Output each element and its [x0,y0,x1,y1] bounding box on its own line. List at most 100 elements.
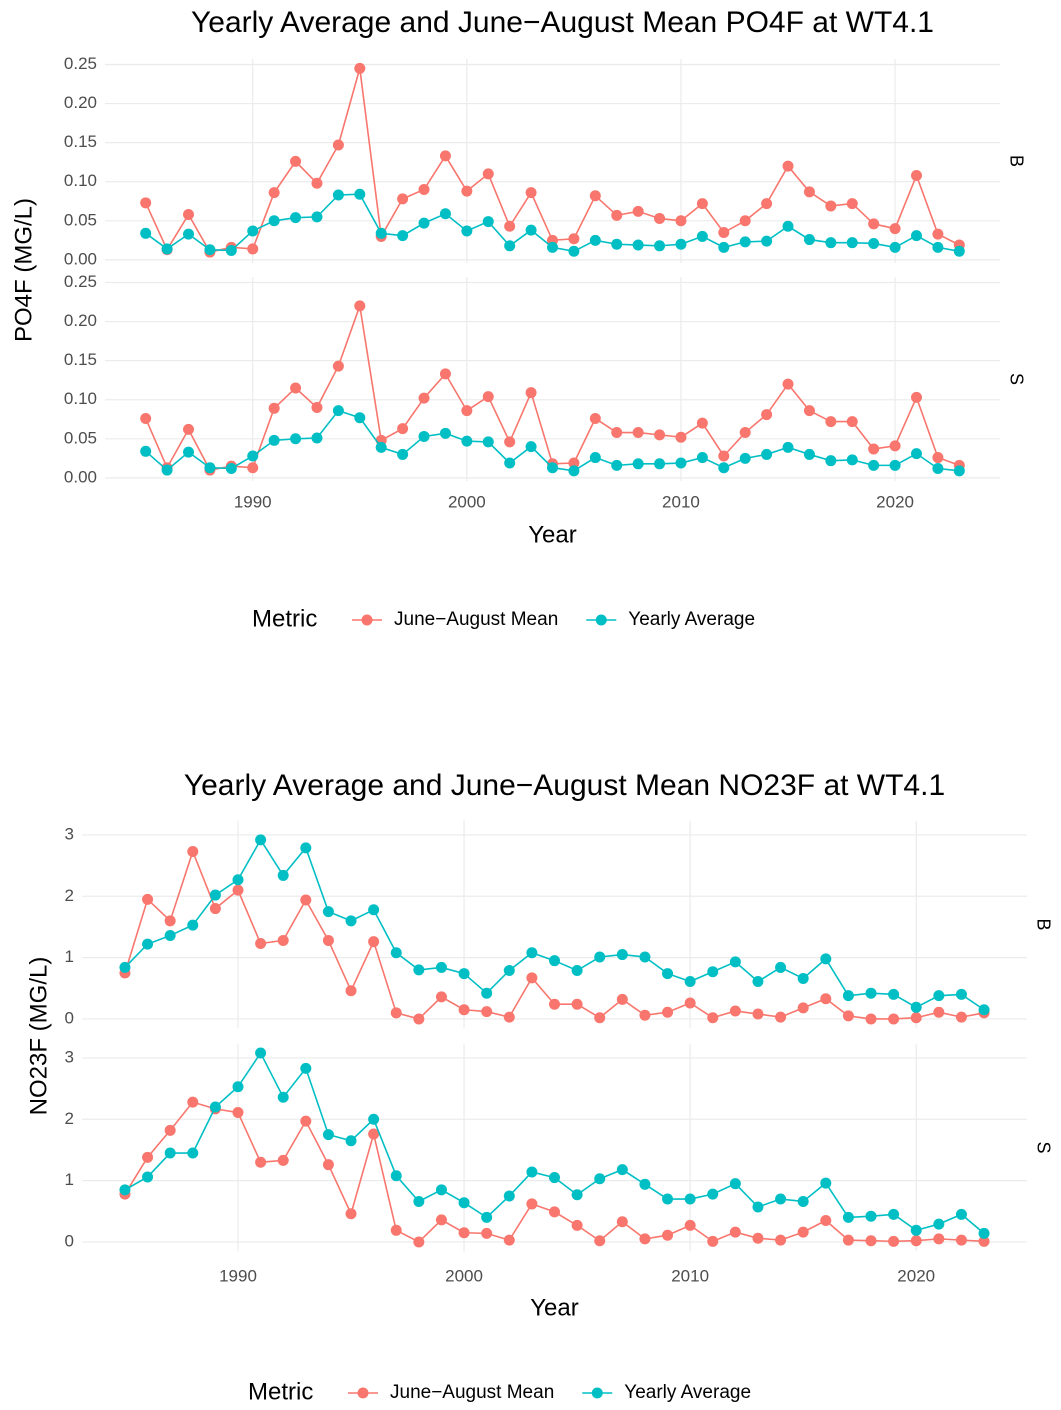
data-point [797,1195,809,1207]
data-point [268,434,280,446]
data-point [571,1189,583,1201]
y-tick-label: 0.00 [64,249,97,268]
data-point [140,227,152,239]
data-point [910,169,922,181]
data-point [435,961,447,973]
data-point [525,387,537,399]
data-point [842,990,854,1002]
data-point [803,448,815,460]
data-point [761,235,773,247]
data-point [761,409,773,421]
data-point [594,1173,606,1185]
data-point [461,405,473,417]
data-point [684,976,696,988]
x-axis-title: Year [530,1294,579,1321]
data-point [868,218,880,230]
data-point [418,392,430,404]
data-point [932,241,944,253]
data-point [729,1178,741,1190]
data-point [164,930,176,942]
data-point [662,1006,674,1018]
data-point [910,1001,922,1013]
x-tick-label: 2020 [876,492,914,511]
y-tick-label: 0.25 [64,272,97,291]
data-point [797,972,809,984]
data-point [290,155,302,167]
data-point [526,1198,538,1210]
data-point [390,947,402,959]
data-point [639,1233,651,1245]
data-point [616,993,628,1005]
data-point [503,1011,515,1023]
x-tick-label: 2000 [448,492,486,511]
data-point [639,1009,651,1021]
series-line [124,849,985,1020]
data-point [825,455,837,467]
data-point [846,454,858,466]
data-point [482,391,494,403]
data-point [439,368,451,380]
data-point [568,465,580,477]
data-point [639,951,651,963]
data-point [775,1234,787,1246]
legend-title: Metric [252,605,317,632]
data-point [413,1236,425,1248]
data-point [322,1159,334,1171]
data-point [183,228,195,240]
data-point [311,211,323,223]
data-point [322,906,334,918]
chart-title: Yearly Average and June−August Mean PO4F… [191,6,934,39]
data-point [933,1233,945,1245]
data-point [290,382,302,394]
data-point [345,915,357,927]
data-point [232,884,244,896]
data-point [439,208,451,220]
data-point [632,427,644,439]
data-point [142,1151,154,1163]
data-point [504,220,516,232]
data-point [503,1234,515,1246]
data-point [675,457,687,469]
data-point [616,949,628,961]
data-point [910,1235,922,1247]
data-point [300,1062,312,1074]
data-point [761,448,773,460]
data-point [782,378,794,390]
data-point [888,988,900,1000]
data-point [910,448,922,460]
data-point [933,1006,945,1018]
data-point [632,205,644,217]
data-point [571,998,583,1010]
x-tick-label: 2010 [671,1266,709,1285]
data-point [164,1124,176,1136]
x-axis-title: Year [528,521,577,548]
data-point [547,462,558,474]
data-point [354,300,366,312]
data-point [481,1211,493,1223]
data-point [225,244,237,256]
y-tick-label: 0.15 [64,350,97,369]
data-point [439,427,451,439]
data-point [187,846,199,858]
data-point [718,227,730,239]
x-tick-label: 2010 [662,492,700,511]
y-tick-label: 3 [65,824,74,843]
data-point [752,1232,764,1244]
data-point [322,934,334,946]
data-point [718,450,730,462]
data-point [183,423,195,435]
data-point [439,150,451,162]
data-point [568,457,580,469]
data-point [255,834,267,846]
data-point [390,1170,402,1182]
data-point [435,1214,447,1226]
data-point [978,1004,990,1016]
legend-key-point [595,614,607,626]
strip-label: B [1006,155,1026,167]
data-point [616,1164,628,1176]
data-point [752,1008,764,1020]
data-point [797,1226,809,1238]
data-point [684,1219,696,1231]
data-point [183,209,195,221]
y-tick-label: 0.15 [64,132,97,151]
